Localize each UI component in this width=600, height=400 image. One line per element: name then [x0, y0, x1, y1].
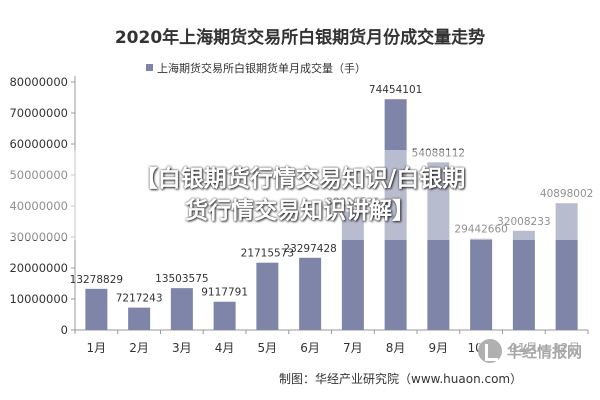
x-tick-label: 5月: [258, 341, 278, 355]
data-label: 74454101: [369, 84, 422, 96]
bar: [512, 230, 535, 330]
data-label: 29442660: [454, 224, 507, 236]
y-tick-label: 60000000: [9, 137, 68, 151]
watermark: 华经情报网: [478, 335, 592, 367]
watermark-logo-icon: [478, 339, 502, 363]
bar: [213, 301, 236, 330]
chart-title: 2020年上海期货交易所白银期货月份成交量走势: [115, 27, 485, 48]
data-label: 21715573: [241, 248, 294, 260]
y-tick-label: 30000000: [9, 230, 68, 244]
y-tick-label: 70000000: [9, 106, 68, 120]
bar: [128, 307, 151, 330]
bar: [427, 162, 450, 330]
data-label: 13503575: [155, 273, 208, 285]
bar: [555, 203, 578, 330]
y-tick-label: 10000000: [9, 292, 68, 306]
bar: [341, 211, 364, 330]
y-tick-label: 0: [61, 323, 68, 337]
data-label: 54088112: [412, 147, 465, 159]
y-tick-label: 20000000: [9, 261, 68, 275]
bar: [85, 288, 108, 330]
data-label: 32008233: [497, 216, 550, 228]
x-tick-label: 9月: [429, 341, 449, 355]
x-tick-label: 7月: [343, 341, 363, 355]
x-tick-label: 1月: [87, 341, 107, 355]
title-overlay-banner: 【白银期货行情交易知识/白银期 货行情交易知识讲解】: [0, 150, 600, 240]
watermark-text: 华经情报网: [507, 342, 583, 361]
bar: [384, 99, 407, 330]
data-label: 9117791: [201, 287, 248, 299]
source-note: 制图：华经产业研究院（www.huaon.com）: [279, 371, 522, 386]
y-axis: 0 10000000 20000000 30000000 40000000 5000000…: [9, 75, 76, 337]
legend-label: 上海期货交易所白银期货单月成交量（手）: [157, 61, 366, 75]
x-tick-label: 4月: [215, 341, 235, 355]
overlay-line-2: 货行情交易知识讲解】: [185, 198, 415, 224]
data-label: 38210536: [326, 197, 380, 209]
data-label: 23297428: [283, 243, 336, 255]
data-label: 13278829: [70, 274, 123, 286]
bar: [170, 288, 193, 330]
data-label: 40898002: [540, 188, 593, 200]
x-tick-label: 6月: [300, 341, 320, 355]
legend-swatch: [146, 64, 153, 71]
bar: [256, 262, 279, 330]
y-tick-label: 50000000: [9, 168, 68, 182]
x-tick-label: 8月: [386, 341, 406, 355]
bar-series: [85, 99, 578, 330]
data-labels: 13278829 7217243 13503575 9117791 2171557323…: [70, 84, 594, 304]
y-tick-label: 80000000: [9, 75, 68, 89]
bar: [299, 257, 322, 330]
bar: [470, 238, 493, 330]
x-tick-label: 2月: [129, 341, 149, 355]
overlay-line-1: 【白银期货行情交易知识/白银期: [134, 166, 466, 192]
legend: 上海期货交易所白银期货单月成交量（手）: [146, 61, 366, 75]
x-tick-label: 3月: [172, 341, 192, 355]
y-tick-label: 40000000: [9, 199, 68, 213]
data-label: 7217243: [116, 293, 163, 305]
